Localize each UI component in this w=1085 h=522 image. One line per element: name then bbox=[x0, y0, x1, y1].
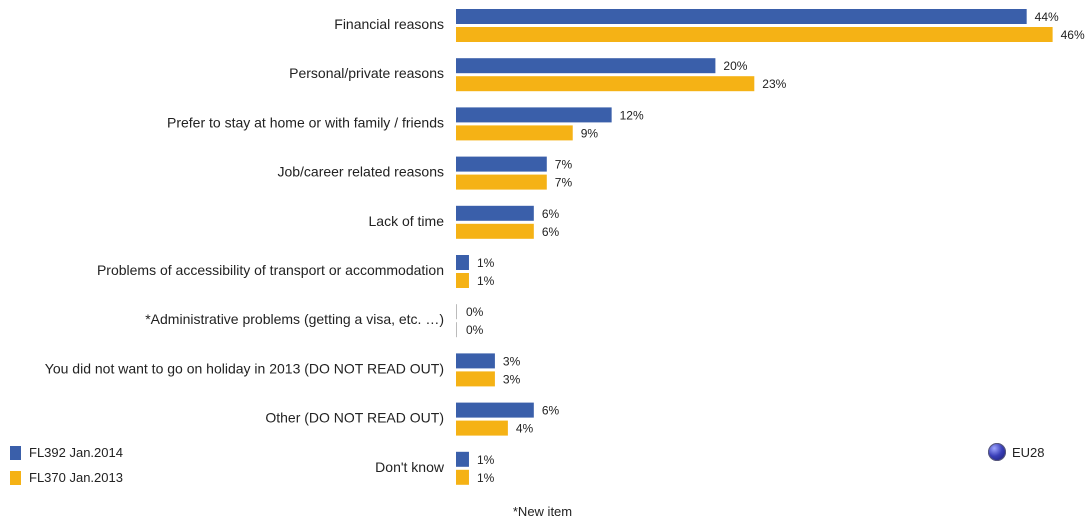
data-label: 6% bbox=[542, 207, 560, 221]
data-label: 7% bbox=[555, 158, 573, 172]
data-label: 6% bbox=[542, 404, 560, 418]
bar-fl392 bbox=[456, 107, 612, 123]
legend-swatch-series-2 bbox=[10, 470, 21, 485]
bar-fl370 bbox=[456, 223, 534, 239]
legend-item-series-1: FL392 Jan.2014 bbox=[10, 444, 123, 461]
bar-fl370 bbox=[456, 469, 469, 485]
bar-fl370 bbox=[456, 371, 495, 387]
legend-label-series-2: FL370 Jan.2013 bbox=[29, 470, 123, 485]
bar-fl392 bbox=[456, 402, 534, 418]
data-label: 44% bbox=[1035, 10, 1059, 24]
category-label: Other (DO NOT READ OUT) bbox=[265, 410, 444, 426]
data-label: 46% bbox=[1061, 28, 1085, 42]
bar-fl370 bbox=[456, 76, 755, 92]
category-label: Lack of time bbox=[369, 213, 445, 229]
bar-fl392 bbox=[456, 304, 457, 320]
data-label: 6% bbox=[542, 225, 560, 239]
bar-fl392 bbox=[456, 255, 469, 270]
legend: FL392 Jan.2014 FL370 Jan.2013 bbox=[10, 444, 123, 494]
bar-fl370 bbox=[456, 273, 469, 288]
data-label: 0% bbox=[466, 305, 484, 319]
category-label: Problems of accessibility of transport o… bbox=[97, 262, 444, 278]
bar-fl392 bbox=[456, 156, 547, 172]
category-label: Prefer to stay at home or with family / … bbox=[167, 114, 444, 130]
bar-fl392 bbox=[456, 9, 1027, 24]
data-label: 23% bbox=[762, 77, 786, 91]
category-label: You did not want to go on holiday in 201… bbox=[45, 360, 444, 376]
data-label: 1% bbox=[477, 471, 495, 485]
footnote: *New item bbox=[512, 504, 573, 519]
bar-fl392 bbox=[456, 451, 469, 467]
bar-fl392 bbox=[456, 205, 534, 221]
legend-label-series-1: FL392 Jan.2014 bbox=[29, 445, 123, 460]
bar-fl370 bbox=[456, 125, 573, 141]
legend-item-series-2: FL370 Jan.2013 bbox=[10, 469, 123, 486]
data-label: 1% bbox=[477, 453, 495, 467]
data-label: 7% bbox=[555, 176, 573, 190]
bar-chart: Financial reasons 44%46% Personal/private … bbox=[45, 9, 1085, 485]
data-label: 1% bbox=[477, 256, 495, 270]
eu28-badge: EU28 bbox=[988, 443, 1045, 461]
data-label: 9% bbox=[581, 126, 599, 140]
legend-swatch-series-1 bbox=[10, 445, 21, 460]
category-label: Don't know bbox=[375, 459, 445, 475]
data-label: 3% bbox=[503, 372, 521, 386]
data-label: 0% bbox=[466, 323, 484, 337]
bar-fl370 bbox=[456, 420, 508, 436]
data-label: 1% bbox=[477, 274, 495, 288]
category-label: Financial reasons bbox=[334, 16, 444, 32]
data-label: 4% bbox=[516, 422, 534, 436]
bar-fl370 bbox=[456, 322, 457, 338]
eu28-label: EU28 bbox=[1012, 444, 1045, 460]
data-label: 3% bbox=[503, 354, 521, 368]
category-label: *Administrative problems (getting a visa… bbox=[145, 311, 444, 327]
category-label: Job/career related reasons bbox=[277, 164, 444, 180]
category-label: Personal/private reasons bbox=[289, 65, 444, 81]
globe-icon bbox=[988, 443, 1006, 461]
data-label: 20% bbox=[723, 59, 747, 73]
data-label: 12% bbox=[620, 108, 644, 122]
bar-fl392 bbox=[456, 58, 716, 74]
bar-fl370 bbox=[456, 174, 547, 190]
bar-fl392 bbox=[456, 353, 495, 369]
bar-fl370 bbox=[456, 27, 1053, 42]
